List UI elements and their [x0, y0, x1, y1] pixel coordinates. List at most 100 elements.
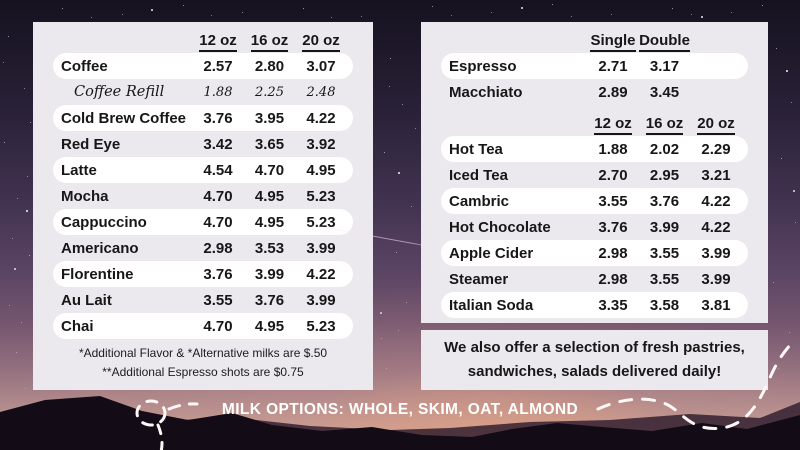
item-price: 5.23 [306, 317, 336, 335]
item-name: Macchiato [449, 83, 523, 101]
menu-row: Coffee Refill 1.88 2.25 2.48 [53, 79, 353, 105]
item-name: Florentine [61, 265, 134, 283]
item-price: 2.98 [598, 270, 628, 288]
item-price: 2.25 [255, 84, 284, 100]
item-price: 4.54 [203, 161, 233, 179]
tea-other-price-table: 12 oz 16 oz 20 oz Hot Tea 1.88 2.02 2.29 Iced T… [421, 110, 768, 318]
item-price: 3.55 [598, 192, 628, 210]
item-name: Cambric [449, 192, 510, 210]
column-header-label: 16 oz [645, 114, 684, 135]
item-price: 4.70 [203, 317, 233, 335]
column-header: Single [587, 31, 639, 52]
size-header-row: 12 oz 16 oz 20 oz [441, 110, 748, 136]
item-price: 3.99 [306, 291, 336, 309]
item-price: 3.53 [254, 239, 285, 257]
item-price: 2.98 [203, 239, 233, 257]
item-price: 2.98 [598, 244, 628, 262]
column-header-label: 12 oz [199, 31, 237, 52]
size-header-row: Single Double [441, 27, 748, 53]
item-price: 2.02 [649, 140, 680, 158]
item-price: 2.70 [598, 166, 628, 184]
item-price: 3.35 [598, 296, 628, 314]
size-header-row: 12 oz 16 oz 20 oz [53, 27, 353, 53]
item-price: 2.29 [701, 140, 731, 158]
item-price: 3.55 [203, 291, 233, 309]
column-header-label: 20 oz [302, 31, 340, 52]
column-header: 16 oz [639, 114, 690, 135]
menu-row: Red Eye 3.42 3.65 3.92 [53, 131, 353, 157]
item-price: 3.76 [203, 265, 233, 283]
note-line-2: sandwiches, salads delivered daily! [467, 363, 722, 380]
item-price: 3.76 [649, 192, 680, 210]
espresso-tea-menu-panel: Single Double Espresso 2.71 3.17 Macchiato 2.8… [421, 22, 768, 323]
item-name: Cold Brew Coffee [61, 109, 187, 127]
espresso-price-table: Single Double Espresso 2.71 3.17 Macchiato 2.8… [421, 27, 768, 105]
item-price: 3.76 [598, 218, 628, 236]
item-price: 3.99 [306, 239, 336, 257]
item-price: 5.23 [306, 213, 336, 231]
item-price: 4.95 [254, 187, 285, 205]
item-price: 3.81 [701, 296, 731, 314]
menu-row: Coffee 2.57 2.80 3.07 [53, 53, 353, 79]
item-price: 3.55 [649, 244, 680, 262]
menu-row: Italian Soda 3.35 3.58 3.81 [441, 292, 748, 318]
menu-row: Apple Cider 2.98 3.55 3.99 [441, 240, 748, 266]
column-header: 16 oz [244, 31, 295, 52]
footnote-espresso-shots: **Additional Espresso shots are $0.75 [102, 364, 304, 379]
item-name: Iced Tea [449, 166, 508, 184]
item-price: 2.80 [254, 57, 285, 75]
column-header: 12 oz [587, 114, 639, 135]
item-name: Mocha [61, 187, 109, 205]
item-name: Chai [61, 317, 94, 335]
item-price: 4.22 [306, 109, 336, 127]
menu-row: Mocha 4.70 4.95 5.23 [53, 183, 353, 209]
menu-row: Espresso 2.71 3.17 [441, 53, 748, 79]
item-price: 2.57 [203, 57, 233, 75]
item-price: 3.58 [649, 296, 680, 314]
item-price: 4.95 [254, 317, 285, 335]
menu-row: Steamer 2.98 3.55 3.99 [441, 266, 748, 292]
item-price: 1.88 [598, 140, 628, 158]
item-name: Coffee [61, 57, 108, 75]
milk-options-banner: MILK OPTIONS: WHOLE, SKIM, OAT, ALMOND [221, 401, 579, 418]
pastries-note-panel: We also offer a selection of fresh pastr… [421, 330, 768, 390]
item-price: 1.88 [203, 84, 233, 100]
item-name: Hot Tea [449, 140, 503, 158]
item-price: 3.99 [701, 244, 731, 262]
column-header: 20 oz [295, 31, 347, 52]
item-price: 2.89 [598, 83, 628, 101]
menu-row: Cappuccino 4.70 4.95 5.23 [53, 209, 353, 235]
item-price: 3.99 [649, 218, 680, 236]
menu-row: Americano 2.98 3.53 3.99 [53, 235, 353, 261]
item-price: 3.99 [254, 265, 285, 283]
item-name: Hot Chocolate [449, 218, 551, 236]
menu-row: Macchiato 2.89 3.45 [441, 79, 748, 105]
item-name: Red Eye [61, 135, 121, 153]
item-name: Italian Soda [449, 296, 534, 314]
item-price: 3.07 [306, 57, 336, 75]
column-header: Double [639, 31, 690, 52]
column-header-label: 12 oz [594, 114, 632, 135]
item-name: Au Lait [61, 291, 112, 309]
item-name: Cappuccino [61, 213, 147, 231]
menu-row: Cold Brew Coffee 3.76 3.95 4.22 [53, 105, 353, 131]
item-name: Apple Cider [449, 244, 534, 262]
coffee-price-table: 12 oz 16 oz 20 oz Coffee 2.57 2.80 3.07 Coffee … [33, 27, 373, 339]
menu-row: Latte 4.54 4.70 4.95 [53, 157, 353, 183]
item-name: Coffee Refill [74, 84, 165, 100]
item-name: Americano [61, 239, 139, 257]
column-header-label: Double [639, 31, 690, 52]
item-price: 2.71 [598, 57, 628, 75]
footnotes: *Additional Flavor & *Alternative milks … [33, 344, 373, 382]
item-price: 3.55 [649, 270, 680, 288]
item-name: Espresso [449, 57, 517, 75]
item-price: 5.23 [306, 187, 336, 205]
item-price: 2.48 [306, 84, 336, 100]
menu-row: Cambric 3.55 3.76 4.22 [441, 188, 748, 214]
item-price: 3.45 [649, 83, 680, 101]
item-price: 4.95 [306, 161, 336, 179]
item-price: 3.99 [701, 270, 731, 288]
column-header-label: Single [590, 31, 636, 52]
coffee-menu-panel: 12 oz 16 oz 20 oz Coffee 2.57 2.80 3.07 Coffee … [33, 22, 373, 390]
